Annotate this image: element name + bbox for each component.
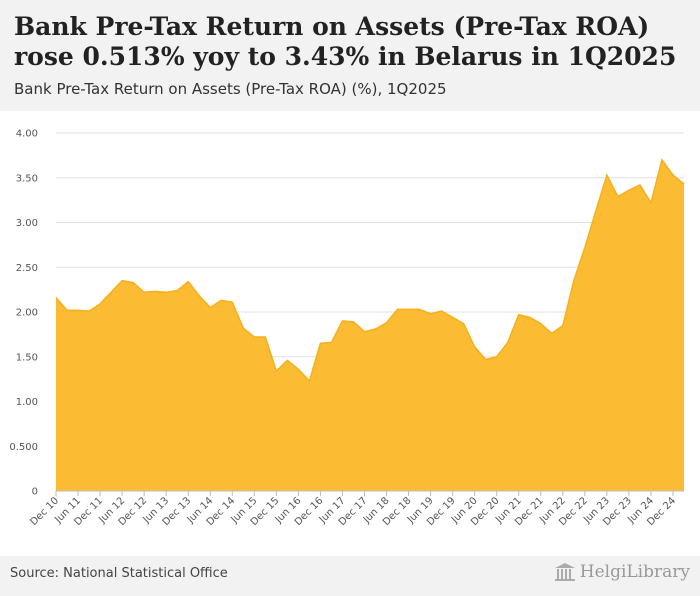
data-point (638, 183, 641, 186)
data-point (198, 294, 201, 297)
data-point (539, 322, 542, 325)
data-point (429, 312, 432, 315)
y-tick-label: 2.00 (16, 308, 38, 319)
data-point (517, 313, 520, 316)
data-point (165, 291, 168, 294)
data-point (616, 195, 619, 198)
data-point (99, 302, 102, 305)
y-tick-label: 3.00 (16, 218, 38, 229)
plot-area: 0 0.500 1.00 1.50 2.00 2.50 3.00 3.50 4.00 Dec 1… (0, 111, 700, 556)
data-point (55, 296, 58, 299)
data-point (550, 332, 553, 335)
data-point (683, 183, 686, 186)
data-point (385, 321, 388, 324)
data-point (407, 308, 410, 311)
data-point (143, 291, 146, 294)
x-tick-label: Dec 10 (28, 495, 61, 528)
data-point (451, 316, 454, 319)
data-point (374, 328, 377, 331)
data-point (275, 370, 278, 373)
data-point (561, 324, 564, 327)
data-point (627, 189, 630, 192)
data-point (583, 246, 586, 249)
area-series (55, 158, 686, 491)
data-point (297, 368, 300, 371)
data-point (121, 279, 124, 282)
library-icon (554, 563, 575, 581)
data-point (110, 291, 113, 294)
footer-band: Source: National Statistical Office Helg… (0, 556, 700, 596)
y-tick-label: 1.00 (16, 397, 38, 408)
y-tick-label: 0.500 (9, 442, 38, 453)
data-point (187, 280, 190, 283)
y-tick-label: 0 (32, 487, 38, 498)
data-point (528, 316, 531, 319)
data-point (418, 308, 421, 311)
data-point (572, 279, 575, 282)
series-line (55, 158, 685, 383)
area-chart: 0 0.500 1.00 1.50 2.00 2.50 3.00 3.50 4.00 Dec 1… (9, 129, 686, 528)
data-point (495, 355, 498, 358)
data-point (671, 174, 674, 177)
data-point (132, 281, 135, 284)
data-point (231, 301, 234, 304)
y-tick-label: 4.00 (16, 129, 38, 140)
data-point (473, 345, 476, 348)
chart-title: Bank Pre-Tax Return on Assets (Pre-Tax R… (14, 12, 677, 71)
data-point (462, 322, 465, 325)
data-point (352, 320, 355, 323)
data-point (341, 319, 344, 322)
data-point (319, 342, 322, 345)
data-point (88, 310, 91, 313)
data-point (154, 290, 157, 293)
data-point (77, 309, 80, 312)
data-point (649, 201, 652, 204)
data-point (363, 330, 366, 333)
data-point (660, 158, 663, 161)
source-note: Source: National Statistical Office (10, 566, 228, 581)
data-point (176, 289, 179, 292)
brand-logo: HelgiLibrary (554, 562, 690, 582)
data-point (242, 327, 245, 330)
data-point (484, 358, 487, 361)
data-point (396, 308, 399, 311)
header-band: Bank Pre-Tax Return on Assets (Pre-Tax R… (0, 0, 700, 111)
data-point (440, 310, 443, 313)
y-tick-label: 2.50 (16, 263, 38, 274)
brand-name: HelgiLibrary (579, 562, 690, 582)
data-point (209, 306, 212, 309)
data-point (286, 359, 289, 362)
data-point (594, 209, 597, 212)
y-axis: 0 0.500 1.00 1.50 2.00 2.50 3.00 3.50 4.00 (9, 129, 38, 498)
data-point (264, 336, 267, 339)
data-point (605, 174, 608, 177)
data-point (506, 341, 509, 344)
data-point (308, 379, 311, 382)
area-fill (56, 159, 684, 491)
data-point (253, 336, 256, 339)
data-point (220, 299, 223, 302)
y-tick-label: 3.50 (16, 173, 38, 184)
chart-subtitle: Bank Pre-Tax Return on Assets (Pre-Tax R… (14, 80, 447, 98)
y-tick-label: 1.50 (16, 352, 38, 363)
data-point (330, 341, 333, 344)
data-point (66, 309, 69, 312)
